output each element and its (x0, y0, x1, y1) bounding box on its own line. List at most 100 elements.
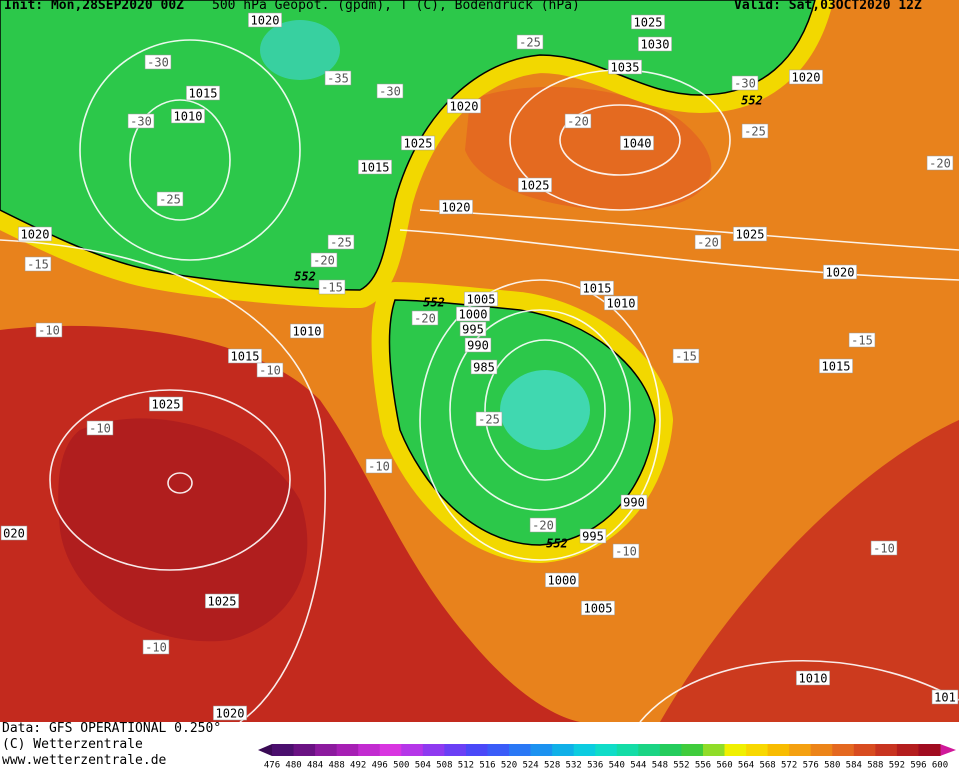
isobar-label: 995 (462, 323, 484, 337)
temperature-label: -20 (414, 312, 436, 326)
colorbar-swatch (509, 744, 532, 756)
colorbar-tick-label: 480 (285, 761, 301, 770)
colorbar-tick-label: 516 (479, 761, 495, 770)
temperature-label: -10 (145, 641, 167, 655)
isobar-label: 1020 (826, 266, 855, 280)
valid-time: Valid: Sat,03OCT2020 12Z (734, 0, 922, 13)
isobar-label-box (464, 291, 498, 307)
colorbar-swatch (336, 744, 359, 756)
colorbar-swatch (358, 744, 381, 756)
isobar-label-box (620, 135, 654, 151)
website: www.wetterzentrale.de (2, 753, 167, 768)
temperature-label: -20 (929, 157, 951, 171)
isobar-label: 1025 (208, 595, 237, 609)
temperature-label-box (529, 517, 557, 533)
temperature-label: -10 (38, 324, 60, 338)
isobar-label-box (733, 226, 767, 242)
colorbar-swatch (746, 744, 769, 756)
temperature-label: -25 (330, 236, 352, 250)
colorbar-tick-label: 584 (846, 761, 862, 770)
isobar-label-box (581, 600, 615, 616)
isobar-label: 985 (473, 361, 495, 375)
temperature-label: -10 (615, 545, 637, 559)
temperature-label: -25 (159, 193, 181, 207)
colorbar-tick-label: 600 (932, 761, 948, 770)
colorbar-tick-label: 532 (566, 761, 582, 770)
isobar-label: 1020 (792, 71, 821, 85)
colorbar-tick-label: 544 (630, 761, 646, 770)
colorbar-swatch (272, 744, 295, 756)
temperature-label: -25 (519, 36, 541, 50)
temperature-label-box (475, 411, 503, 427)
colorbar-swatch (315, 744, 338, 756)
init-time: Init: Mon,28SEP2020 00Z (4, 0, 184, 13)
isobar-label-box (580, 280, 614, 296)
temperature-label: -10 (89, 422, 111, 436)
isobar-label: 101 (934, 691, 956, 705)
temperature-label-box (564, 113, 592, 129)
isobar-label: 1025 (634, 16, 663, 30)
temperature-label: -30 (147, 56, 169, 70)
contour-labels: 1020 102510301035102010151010102010401025… (0, 12, 959, 721)
colorbar-tick-label: 564 (738, 761, 754, 770)
temperature-label: -10 (259, 364, 281, 378)
isobar-label-box (638, 36, 672, 52)
isobar-label-box (401, 135, 435, 151)
colorbar-tick-label: 500 (393, 761, 409, 770)
colorbar-tick-label: 588 (867, 761, 883, 770)
colorbar-swatch (875, 744, 898, 756)
isobar-label: 1025 (521, 179, 550, 193)
temperature-label: -15 (27, 258, 49, 272)
isobar-label: 1020 (450, 100, 479, 114)
temperature-label: -20 (567, 115, 589, 129)
data-source: Data: GFS OPERATIONAL 0.250° (2, 721, 221, 736)
colorbar-swatch (487, 744, 510, 756)
isobar-label-box (228, 348, 262, 364)
temperature-label-box (376, 83, 404, 99)
colorbar-tick-label: 484 (307, 761, 323, 770)
temperature-label-box (612, 543, 640, 559)
temperature-label-box (327, 234, 355, 250)
temperature-label-box (256, 362, 284, 378)
copyright: (C) Wetterzentrale (2, 737, 143, 752)
temperature-label-box (411, 310, 439, 326)
isobar-label: 1005 (467, 293, 496, 307)
temperature-label: -15 (851, 334, 873, 348)
cold-core (260, 20, 340, 80)
colorbar-tick-label: 488 (329, 761, 345, 770)
colorbar-swatch (401, 744, 424, 756)
cold-core (500, 370, 590, 450)
colorbar-swatch (681, 744, 704, 756)
isobar-label: 1010 (174, 110, 203, 124)
colorbar-tick-label: 508 (436, 761, 452, 770)
colorbar-tick-label: 568 (759, 761, 775, 770)
isobar-label-box (290, 323, 324, 339)
isobar-label-box (470, 359, 498, 375)
isobar-label-box (171, 108, 205, 124)
isobar-label-box (205, 593, 239, 609)
isobar-label: 990 (623, 496, 645, 510)
colorbar-tick-label: 504 (415, 761, 431, 770)
temperature-label: -10 (873, 542, 895, 556)
colorbar-tick-label: 592 (889, 761, 905, 770)
height-label: 552 (546, 537, 568, 551)
temperature-label: -10 (368, 460, 390, 474)
temperature-label-box (731, 75, 759, 91)
colorbar-swatch (832, 744, 855, 756)
isobar-label: 1020 (21, 228, 50, 242)
height-label: 552 (294, 270, 316, 284)
temperature-label-box (142, 639, 170, 655)
isobar-label: 1020 (216, 707, 245, 721)
colorbar-swatch (573, 744, 596, 756)
temperature-label-box (848, 332, 876, 348)
colorbar-swatch (465, 744, 488, 756)
temperature-label-box (672, 348, 700, 364)
colorbar-tick-label: 548 (652, 761, 668, 770)
height-label: 552 (423, 296, 445, 310)
isobar-label: 1015 (231, 350, 260, 364)
colorbar-high-arrow (940, 744, 956, 756)
isobar-label-box (0, 525, 28, 541)
isobar-label: 1015 (583, 282, 612, 296)
colorbar-tick-label: 540 (609, 761, 625, 770)
temperature-label: -30 (734, 77, 756, 91)
